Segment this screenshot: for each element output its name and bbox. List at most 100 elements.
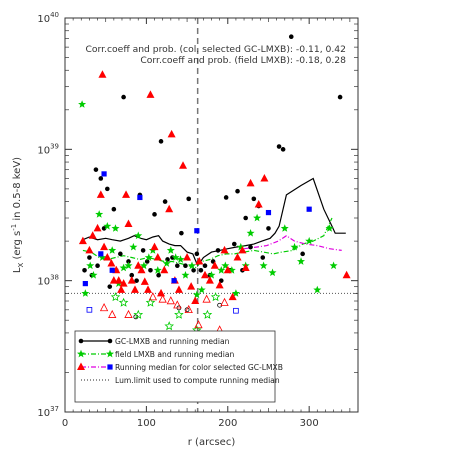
annotation-corr-gc: Corr.coeff and prob. (col. selected GC-L… bbox=[85, 44, 346, 55]
point-4-42 bbox=[228, 292, 237, 301]
point-1-35 bbox=[259, 261, 268, 270]
x-tick-label: 100 bbox=[137, 418, 156, 429]
point-1-0 bbox=[78, 100, 87, 108]
point-0-36 bbox=[215, 248, 221, 253]
point-4-28 bbox=[167, 129, 176, 138]
point-4-49 bbox=[342, 270, 351, 279]
point-7-1 bbox=[233, 307, 239, 314]
legend-marker-0 bbox=[107, 338, 113, 344]
point-1-26 bbox=[207, 271, 216, 279]
point-4-8 bbox=[107, 259, 116, 267]
point-4-40 bbox=[220, 245, 229, 254]
point-0-21 bbox=[156, 272, 161, 278]
point-0-40 bbox=[231, 241, 237, 247]
point-1-4 bbox=[95, 210, 104, 218]
point-4-46 bbox=[246, 178, 255, 187]
point-5-0 bbox=[99, 303, 109, 312]
point-4-2 bbox=[88, 231, 97, 239]
point-0-15 bbox=[134, 278, 139, 283]
point-0-49 bbox=[276, 144, 282, 149]
point-4-36 bbox=[200, 270, 209, 279]
point-1-13 bbox=[134, 231, 143, 240]
point-0-9 bbox=[111, 206, 117, 212]
point-3-8 bbox=[210, 292, 221, 302]
point-0-1 bbox=[87, 255, 92, 260]
x-tick-label: 200 bbox=[218, 418, 237, 429]
legend-label-0: GC-LMXB and running median bbox=[115, 337, 230, 346]
y-tick-label: 1038 bbox=[37, 274, 59, 288]
point-1-43 bbox=[329, 261, 338, 270]
point-1-38 bbox=[290, 242, 299, 251]
point-4-14 bbox=[122, 190, 131, 198]
point-0-24 bbox=[165, 257, 170, 262]
point-7-0 bbox=[86, 307, 93, 313]
point-0-18 bbox=[144, 259, 150, 264]
point-0-37 bbox=[218, 278, 224, 283]
point-4-24 bbox=[153, 253, 162, 261]
point-4-43 bbox=[233, 253, 242, 261]
point-6-3 bbox=[109, 267, 115, 273]
legend-label-1: field LMXB and running median bbox=[115, 350, 234, 359]
point-0-13 bbox=[126, 259, 131, 264]
point-4-20 bbox=[140, 277, 149, 285]
point-4-1 bbox=[85, 245, 94, 254]
point-0-38 bbox=[223, 195, 229, 200]
legend-marker-1 bbox=[106, 349, 114, 358]
y-tick-label: 1040 bbox=[37, 11, 59, 25]
point-4-16 bbox=[127, 276, 136, 284]
point-0-12 bbox=[121, 94, 126, 100]
point-3-2 bbox=[133, 309, 144, 319]
x-tick-label: 0 bbox=[62, 418, 68, 429]
point-1-30 bbox=[231, 289, 240, 297]
point-4-48 bbox=[260, 173, 269, 182]
point-0-26 bbox=[175, 263, 180, 269]
point-1-15 bbox=[144, 253, 153, 261]
point-5-1 bbox=[108, 309, 117, 318]
point-0-17 bbox=[140, 248, 146, 253]
point-1-27 bbox=[217, 266, 226, 274]
legend-marker-1 bbox=[77, 349, 85, 358]
point-5-8 bbox=[194, 320, 203, 329]
point-5-11 bbox=[220, 297, 229, 306]
point-4-32 bbox=[183, 253, 192, 261]
point-4-13 bbox=[119, 279, 128, 287]
point-0-43 bbox=[243, 215, 248, 221]
point-0-30 bbox=[191, 267, 196, 273]
point-0-7 bbox=[105, 186, 110, 192]
point-0-11 bbox=[118, 251, 123, 257]
point-4-37 bbox=[205, 276, 214, 284]
point-6-1 bbox=[98, 251, 104, 257]
point-0-20 bbox=[152, 212, 157, 217]
point-0-22 bbox=[158, 139, 164, 144]
point-5-6 bbox=[173, 300, 182, 309]
point-5-4 bbox=[158, 294, 167, 303]
y-tick-label: 1037 bbox=[37, 405, 59, 419]
point-4-33 bbox=[187, 282, 196, 290]
median-line-2 bbox=[244, 234, 342, 251]
point-4-3 bbox=[93, 223, 102, 232]
point-4-31 bbox=[179, 161, 188, 169]
point-4-47 bbox=[254, 200, 263, 208]
point-4-27 bbox=[165, 204, 174, 213]
point-0-32 bbox=[198, 267, 204, 273]
point-1-1 bbox=[81, 289, 90, 297]
point-0-48 bbox=[266, 226, 271, 231]
y-axis-title: LX (erg s-1 in 0.5-8 keV) bbox=[10, 157, 25, 273]
annotation-corr-field: Corr.coeff and prob. (field LMXB): -0.18… bbox=[140, 55, 346, 66]
point-1-7 bbox=[108, 246, 117, 254]
point-1-42 bbox=[325, 224, 334, 232]
point-4-0 bbox=[78, 236, 87, 245]
plot-content bbox=[65, 18, 358, 412]
point-1-25 bbox=[197, 285, 206, 294]
point-1-31 bbox=[236, 242, 245, 251]
point-0-53 bbox=[337, 94, 343, 100]
point-4-44 bbox=[238, 245, 247, 254]
point-0-31 bbox=[194, 251, 200, 257]
point-0-52 bbox=[300, 251, 305, 257]
point-4-21 bbox=[144, 285, 153, 293]
point-5-2 bbox=[124, 309, 133, 318]
legend: GC-LMXB and running median field LMXB and… bbox=[74, 330, 283, 403]
point-0-44 bbox=[248, 244, 253, 250]
point-1-28 bbox=[221, 261, 230, 270]
legend-marker-0 bbox=[78, 338, 84, 344]
